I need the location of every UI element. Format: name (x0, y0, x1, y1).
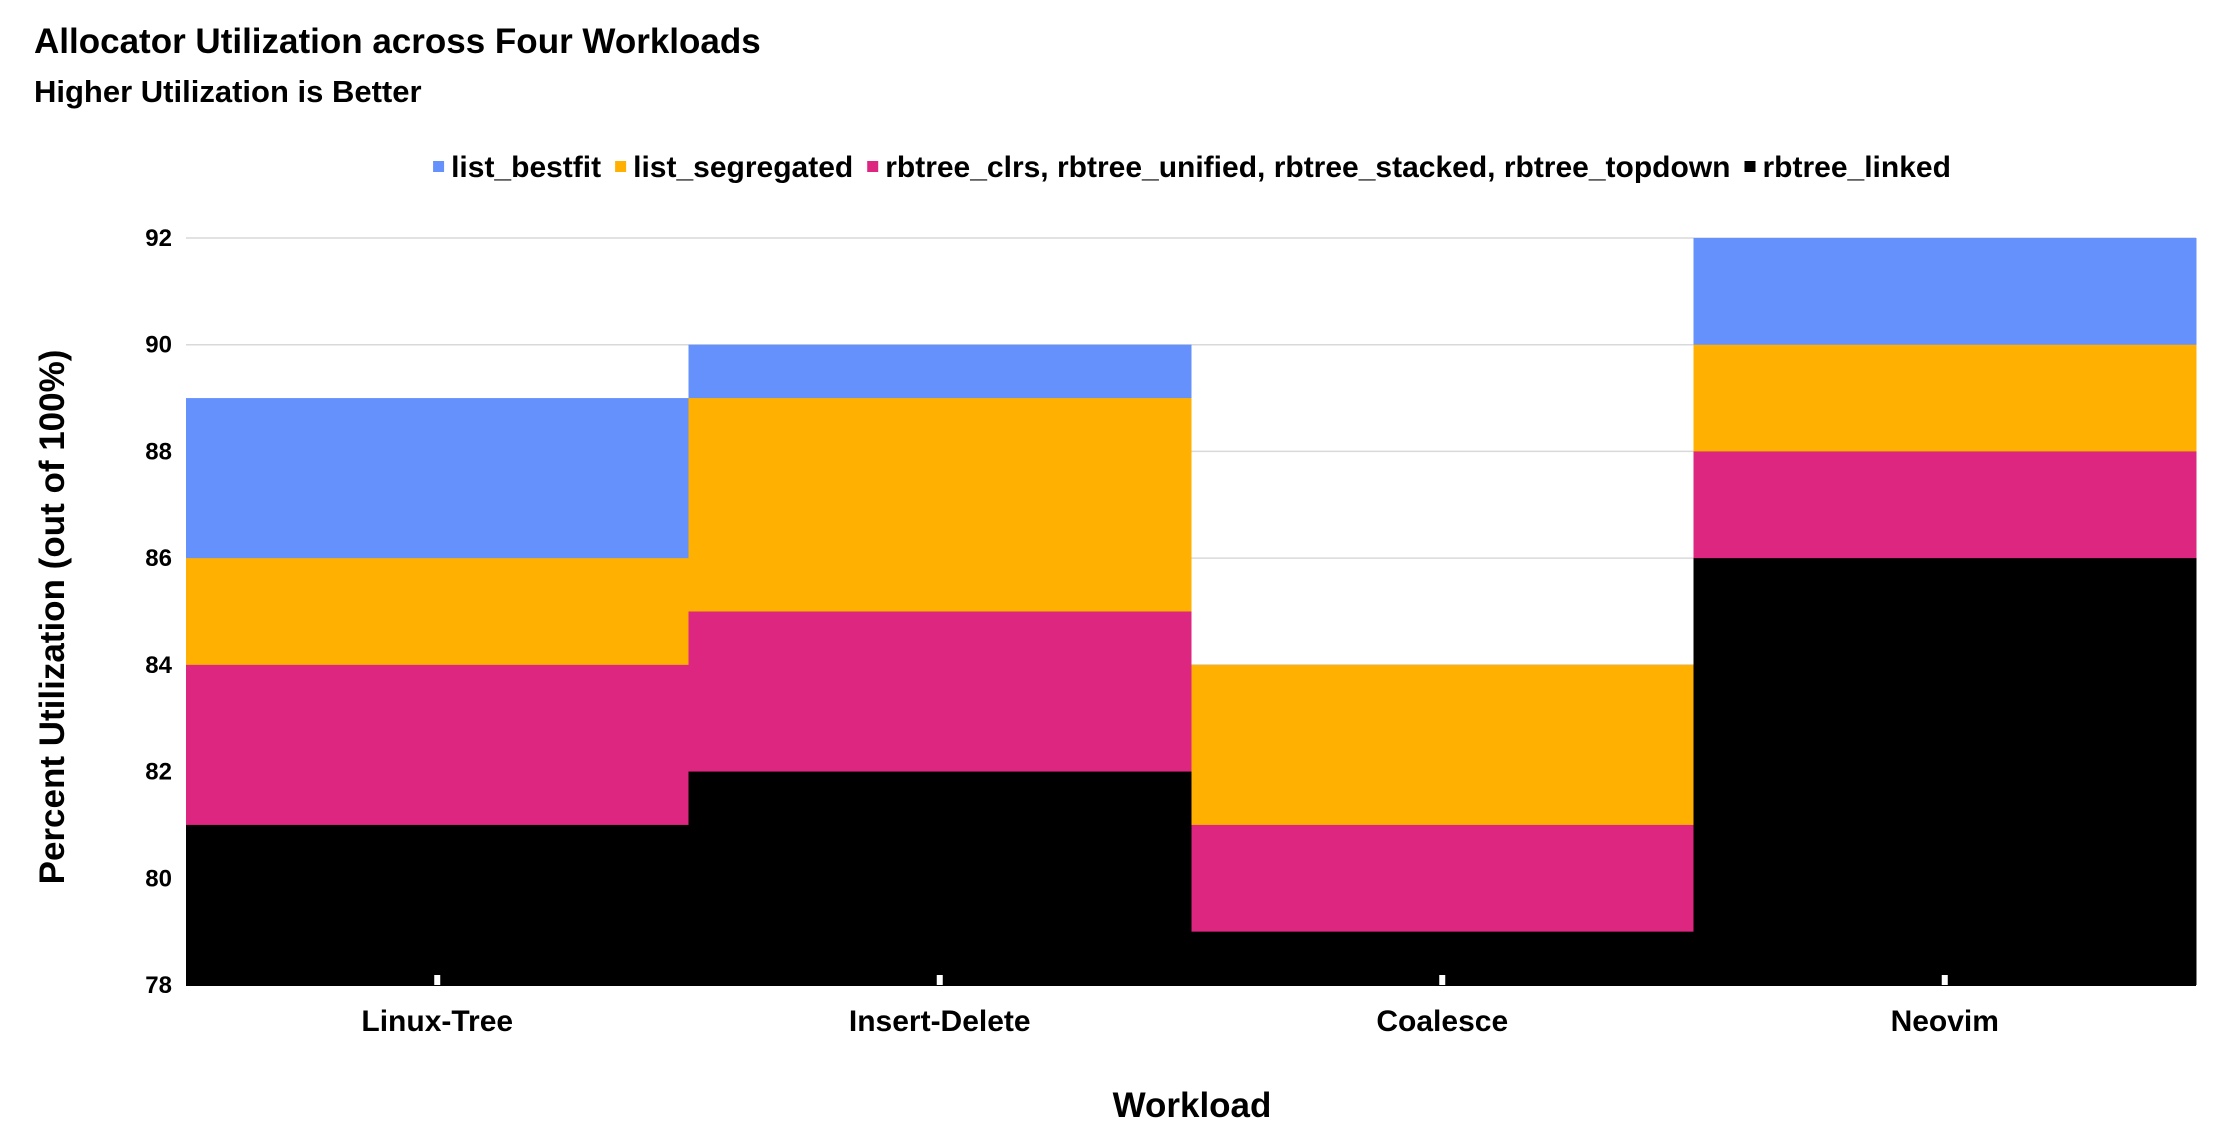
y-tick-label: 90 (145, 332, 172, 359)
y-tick-label: 82 (145, 759, 172, 786)
y-axis-title: Percent Utilization (out of 100%) (33, 350, 72, 885)
legend-label: list_segregated (633, 151, 853, 184)
x-tick-label: Coalesce (1376, 1005, 1508, 1038)
x-tick-mark (434, 975, 441, 985)
legend-swatch (615, 161, 627, 172)
x-tick-mark (1439, 975, 1446, 985)
bar-rbtree-linked-linux-tree (186, 824, 689, 985)
legend-swatch (1744, 161, 1756, 172)
x-tick-label: Neovim (1891, 1005, 1999, 1038)
bar-rbtree-linked-insert-delete (688, 771, 1192, 985)
y-tick-label: 80 (145, 865, 172, 892)
x-axis-title: Workload (1113, 1086, 1272, 1125)
y-tick-label: 92 (145, 225, 172, 252)
y-tick-label: 86 (145, 545, 172, 572)
y-tick-label: 84 (145, 652, 172, 679)
y-tick-label: 78 (145, 972, 172, 999)
bars (186, 238, 2197, 986)
legend-label: list_bestfit (451, 151, 601, 184)
legend-row: list_bestfit list_segregated rbtree_clrs, … (433, 151, 1951, 184)
chart-title: Allocator Utilization across Four Worklo… (34, 22, 761, 61)
legend-swatch (433, 161, 445, 172)
x-tick-mark (1941, 975, 1948, 985)
legend-swatch (867, 161, 879, 172)
legend-label: rbtree_clrs, rbtree_unified, rbtree_stac… (885, 151, 1730, 184)
x-tick-label: Linux-Tree (361, 1005, 513, 1038)
chart-subtitle: Higher Utilization is Better (34, 74, 422, 109)
x-tick-mark (936, 975, 943, 985)
y-tick-label: 88 (145, 438, 172, 465)
x-tick-label: Insert-Delete (849, 1005, 1031, 1038)
bar-rbtree-linked-neovim (1693, 558, 2197, 985)
axes: 78 80 82 84 86 88 90 92 Linux-Tree Insert-Delete C… (145, 225, 2196, 1038)
legend-label: rbtree_linked (1762, 151, 1950, 184)
legend: list_bestfit list_segregated rbtree_clrs, … (433, 151, 1951, 184)
